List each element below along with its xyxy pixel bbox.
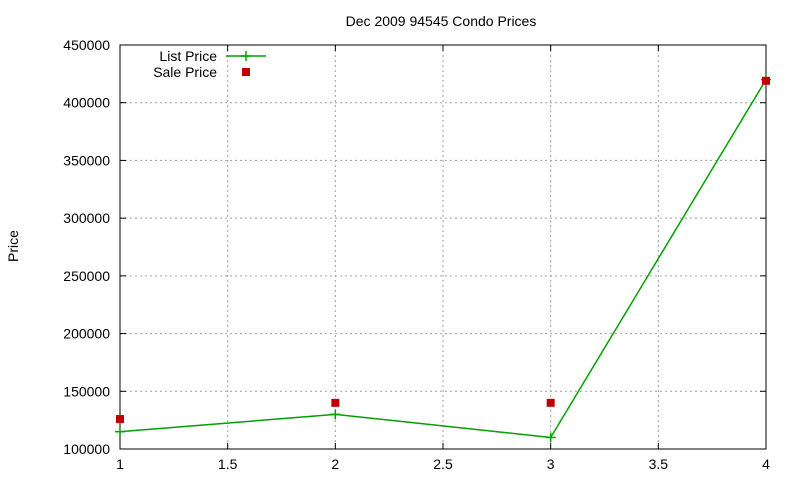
y-tick-label: 350000: [63, 152, 110, 168]
sale-price-point: [546, 398, 555, 407]
x-tick-label: 1.5: [218, 456, 238, 472]
chart-title: Dec 2009 94545 Condo Prices: [346, 13, 537, 29]
legend-marker: [242, 68, 250, 76]
y-axis-label: Price: [5, 230, 21, 262]
sale-price-point: [762, 76, 770, 85]
sale-price-point: [116, 414, 124, 423]
plot-frame: [119, 44, 767, 450]
sale-price-point: [331, 398, 340, 407]
legend-label: Sale Price: [153, 64, 217, 80]
x-tick-label: 3.5: [649, 456, 669, 472]
y-tick-label: 300000: [63, 210, 110, 226]
list-price-series: [115, 74, 771, 443]
legend-marker: [241, 51, 251, 61]
x-tick-label: 3: [547, 456, 555, 472]
grid: [120, 45, 766, 449]
sale-price-series: [116, 76, 770, 423]
y-tick-label: 200000: [63, 326, 110, 342]
y-tick-label: 150000: [63, 383, 110, 399]
list-price-point: [330, 409, 341, 420]
list-price-line: [119, 79, 767, 439]
tick-labels: 100000 150000 200000 250000 300000 350000 4000…: [63, 37, 770, 472]
x-tick-label: 2.5: [433, 456, 453, 472]
list-price-point: [545, 432, 556, 443]
y-tick-label: 450000: [63, 37, 110, 53]
x-tick-label: 2: [331, 456, 339, 472]
legend-label: List Price: [159, 48, 217, 64]
list-price-point: [115, 426, 125, 437]
x-tick-label: 1: [116, 456, 124, 472]
y-tick-label: 400000: [63, 95, 110, 111]
y-tick-label: 250000: [63, 268, 110, 284]
x-tick-label: 4: [762, 456, 770, 472]
y-tick-label: 100000: [63, 441, 110, 457]
series-layer: [115, 74, 771, 443]
